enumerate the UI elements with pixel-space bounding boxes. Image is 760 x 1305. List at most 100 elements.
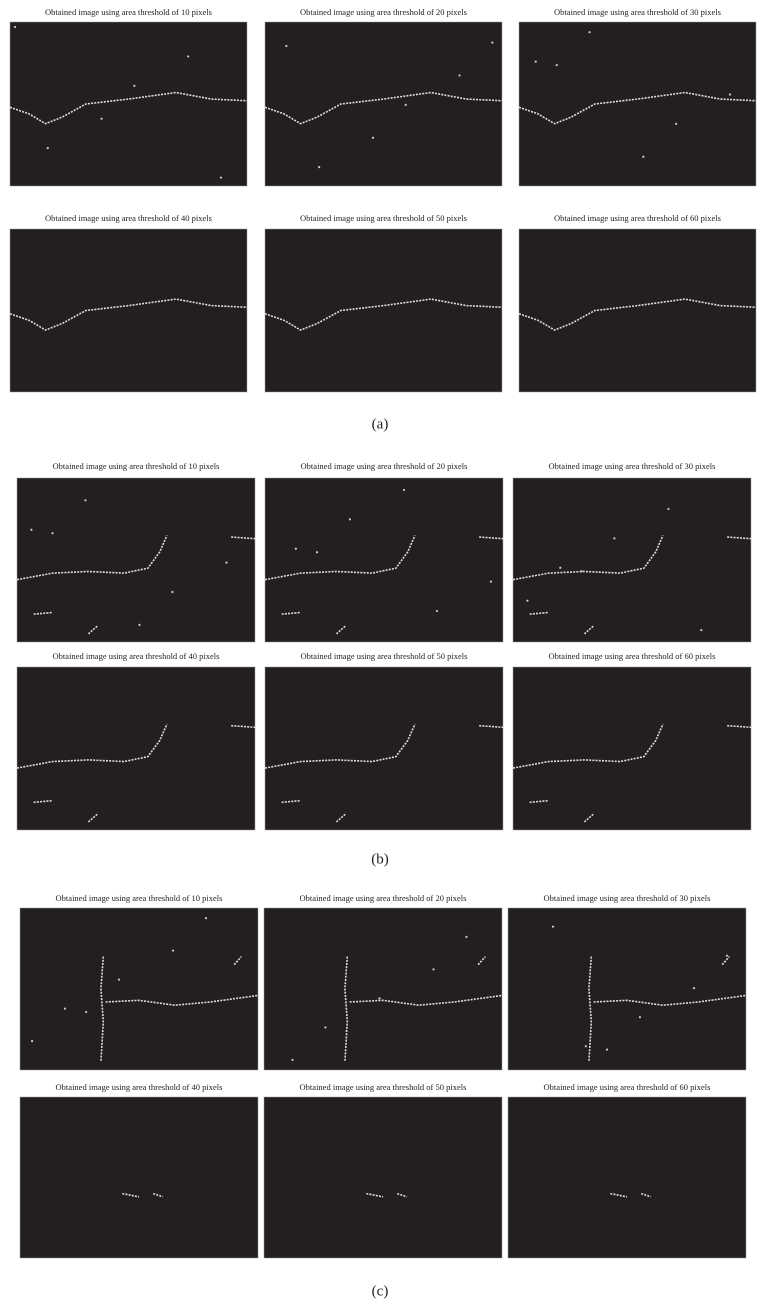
panel-image — [512, 666, 752, 831]
noise-speck — [187, 55, 190, 58]
noise-speck — [85, 1010, 88, 1014]
crack — [264, 535, 416, 581]
panel-title: Obtained image using area threshold of 4… — [56, 1082, 223, 1092]
panel-title: Obtained image using area threshold of 6… — [554, 213, 721, 223]
crack — [122, 1192, 140, 1198]
crack — [727, 536, 752, 540]
panel-title: Obtained image using area threshold of 3… — [544, 893, 711, 903]
panel-image — [507, 907, 747, 1071]
noise-speck — [285, 44, 288, 48]
crack — [100, 956, 105, 1062]
noise-speck — [204, 917, 208, 920]
figure-label: (a) — [372, 416, 389, 432]
panel-image — [16, 666, 256, 831]
panel-image — [263, 1096, 503, 1259]
panel-image — [19, 907, 259, 1071]
noise-speck — [700, 628, 703, 632]
noise-speck — [551, 925, 555, 928]
panel-image — [512, 477, 752, 643]
noise-speck — [404, 103, 407, 106]
panel-title: Obtained image using area threshold of 6… — [549, 651, 716, 661]
noise-speck — [318, 166, 321, 169]
noise-speck — [30, 528, 33, 531]
panel-title: Obtained image using area threshold of 5… — [300, 1082, 467, 1092]
noise-speck — [171, 590, 174, 594]
noise-speck — [613, 537, 616, 540]
noise-speck — [728, 93, 732, 96]
panel-title: Obtained image using area threshold of 2… — [300, 893, 467, 903]
figure-label: (b) — [371, 851, 389, 867]
crack — [512, 535, 664, 581]
crack — [518, 91, 757, 125]
crack — [231, 724, 256, 729]
crack — [153, 1192, 164, 1198]
panel-image — [19, 1096, 259, 1259]
panel-image — [264, 21, 503, 187]
noise-speck — [378, 997, 381, 1000]
crack — [264, 298, 503, 331]
panel-title: Obtained image using area threshold of 1… — [56, 893, 223, 903]
crack — [479, 724, 504, 729]
crack — [233, 956, 242, 966]
noise-speck — [465, 935, 468, 939]
panel-image — [507, 1096, 747, 1259]
noise-speck — [402, 488, 406, 492]
panel-image — [263, 907, 503, 1071]
noise-speck — [435, 609, 438, 613]
panel-image — [264, 666, 504, 831]
noise-speck — [692, 987, 696, 990]
crack — [727, 724, 752, 729]
crack — [479, 536, 504, 540]
noise-speck — [489, 580, 493, 583]
noise-speck — [30, 1039, 34, 1043]
panel-title: Obtained image using area threshold of 6… — [544, 1082, 711, 1092]
crack — [512, 723, 664, 769]
crack — [610, 1192, 628, 1198]
noise-speck — [345, 1029, 348, 1032]
noise-speck — [555, 63, 558, 67]
noise-speck — [100, 117, 103, 120]
panel-title: Obtained image using area threshold of 3… — [549, 461, 716, 471]
crack — [366, 1192, 384, 1198]
noise-speck — [642, 155, 645, 158]
noise-speck — [584, 1045, 587, 1048]
noise-speck — [225, 561, 228, 564]
noise-speck — [371, 136, 375, 139]
crack — [397, 1192, 408, 1198]
noise-speck — [133, 84, 136, 87]
crack — [16, 723, 168, 769]
noise-speck — [63, 1007, 67, 1010]
noise-speck — [138, 623, 141, 626]
noise-speck — [13, 25, 17, 29]
figure-label: (c) — [372, 1283, 389, 1299]
crack — [9, 91, 248, 125]
noise-speck — [667, 507, 670, 511]
noise-speck — [171, 949, 175, 952]
crack — [335, 624, 347, 635]
crack — [335, 813, 347, 823]
panel-title: Obtained image using area threshold of 1… — [53, 461, 220, 471]
noise-speck — [725, 954, 728, 957]
noise-speck — [294, 547, 297, 550]
panel-title: Obtained image using area threshold of 1… — [45, 7, 212, 17]
noise-speck — [559, 566, 562, 569]
panel-title: Obtained image using area threshold of 4… — [45, 213, 212, 223]
noise-speck — [315, 551, 319, 554]
noise-speck — [534, 60, 537, 63]
crack — [583, 624, 595, 635]
noise-speck — [605, 1048, 609, 1051]
noise-speck — [51, 532, 54, 535]
noise-speck — [84, 499, 87, 502]
panel-title: Obtained image using area threshold of 2… — [300, 7, 467, 17]
panel-title: Obtained image using area threshold of 3… — [554, 7, 721, 17]
crack — [593, 994, 747, 1007]
crack — [518, 298, 757, 331]
noise-speck — [117, 978, 121, 981]
panel-title: Obtained image using area threshold of 2… — [301, 461, 468, 471]
panel-image — [16, 477, 256, 643]
crack — [105, 994, 259, 1007]
crack — [477, 956, 486, 966]
panel-image — [264, 477, 504, 643]
panel-title: Obtained image using area threshold of 5… — [301, 651, 468, 661]
crack — [264, 723, 416, 769]
